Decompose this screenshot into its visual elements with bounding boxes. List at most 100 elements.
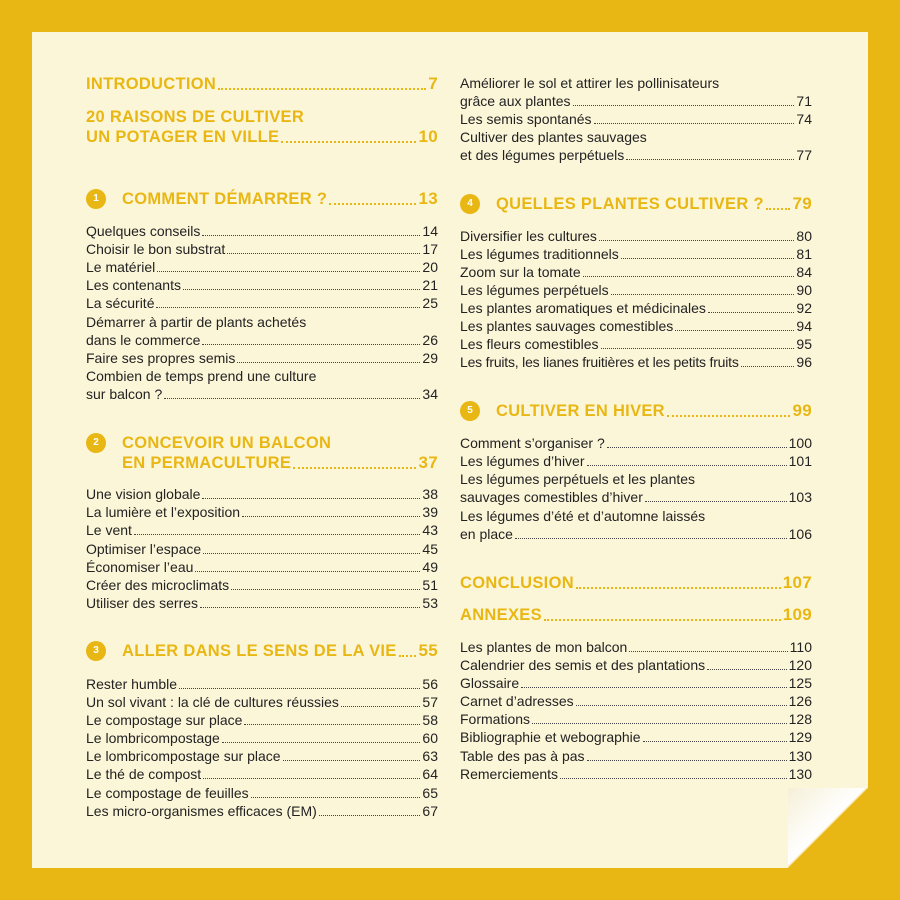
dot-leader bbox=[765, 208, 791, 210]
heading-title: ANNEXES bbox=[460, 606, 542, 624]
toc-entry[interactable]: Bibliographie et webographie 129 bbox=[460, 728, 812, 746]
toc-entry[interactable]: dans le commerce 26 bbox=[86, 331, 438, 349]
toc-entry[interactable]: Économiser l’eau 49 bbox=[86, 558, 438, 576]
toc-entry[interactable]: Créer des microclimats 51 bbox=[86, 576, 438, 594]
toc-entry-line1: Cultiver des plantes sauvages bbox=[460, 129, 647, 145]
toc-entry[interactable]: Une vision globale 38 bbox=[86, 485, 438, 503]
toc-entry[interactable]: et des légumes perpétuels 77 bbox=[460, 146, 812, 164]
dot-leader bbox=[203, 553, 421, 554]
toc-entry[interactable]: Le thé de compost 64 bbox=[86, 765, 438, 783]
toc-heading-raisons[interactable]: UN POTAGER EN VILLE 10 bbox=[86, 127, 438, 147]
dot-leader bbox=[218, 88, 427, 90]
toc-entry[interactable]: Remerciements 130 bbox=[460, 765, 812, 783]
chapter-heading[interactable]: QUELLES PLANTES CULTIVER ? 79 bbox=[496, 194, 812, 214]
toc-entry[interactable]: Un sol vivant : la clé de cultures réuss… bbox=[86, 693, 438, 711]
toc-entry[interactable]: Les légumes traditionnels 81 bbox=[460, 245, 812, 263]
toc-heading-introduction[interactable]: INTRODUCTION 7 bbox=[86, 74, 438, 94]
toc-entry[interactable]: Choisir le bon substrat 17 bbox=[86, 240, 438, 258]
toc-entry[interactable]: Le lombricompostage 60 bbox=[86, 729, 438, 747]
entry-title: Faire ses propres semis bbox=[86, 350, 236, 366]
chapter-heading[interactable]: EN PERMACULTURE 37 bbox=[122, 453, 438, 473]
chapter-number-badge: 3 bbox=[86, 641, 106, 661]
toc-entry[interactable]: Les plantes de mon balcon 110 bbox=[460, 638, 812, 656]
toc-entry[interactable]: La sécurité 25 bbox=[86, 294, 438, 312]
toc-entry[interactable]: Faire ses propres semis 29 bbox=[86, 349, 438, 367]
entry-page: 29 bbox=[422, 350, 438, 366]
toc-entry[interactable]: Les légumes d’hiver 101 bbox=[460, 452, 812, 470]
toc-entry[interactable]: Les contenants 21 bbox=[86, 276, 438, 294]
entry-title: Le vent bbox=[86, 522, 132, 538]
toc-entry[interactable]: Le matériel 20 bbox=[86, 258, 438, 276]
dot-leader bbox=[575, 587, 781, 589]
chapter-heading-line1: CONCEVOIR UN BALCON bbox=[122, 434, 332, 452]
toc-entry[interactable]: Rester humble 56 bbox=[86, 675, 438, 693]
toc-entry[interactable]: Carnet d’adresses 126 bbox=[460, 692, 812, 710]
toc-entry[interactable]: Les fruits, les lianes fruitières et les… bbox=[460, 353, 812, 371]
chapter-heading[interactable]: COMMENT DÉMARRER ? 13 bbox=[122, 189, 438, 209]
toc-entry[interactable]: Les plantes sauvages comestibles 94 bbox=[460, 317, 812, 335]
dot-leader bbox=[598, 240, 795, 241]
entry-title: Le compostage de feuilles bbox=[86, 785, 249, 801]
toc-entry[interactable]: Calendrier des semis et des plantations 1… bbox=[460, 656, 812, 674]
toc-entry[interactable]: Le compostage de feuilles 65 bbox=[86, 784, 438, 802]
toc-entry[interactable]: Les semis spontanés 74 bbox=[460, 110, 812, 128]
heading-page: 10 bbox=[418, 127, 438, 146]
page-curl-flap bbox=[788, 788, 868, 868]
toc-entry[interactable]: Quelques conseils 14 bbox=[86, 222, 438, 240]
entry-title: Zoom sur la tomate bbox=[460, 264, 581, 280]
chapter-heading[interactable]: ALLER DANS LE SENS DE LA VIE 55 bbox=[122, 641, 438, 661]
entry-page: 129 bbox=[788, 729, 812, 745]
entry-title: dans le commerce bbox=[86, 332, 201, 348]
dot-leader bbox=[626, 159, 795, 160]
entry-page: 26 bbox=[422, 332, 438, 348]
toc-entry[interactable]: Le lombricompostage sur place 63 bbox=[86, 747, 438, 765]
toc-entry[interactable]: Comment s’organiser ? 100 bbox=[460, 434, 812, 452]
entry-title: Économiser l’eau bbox=[86, 559, 194, 575]
toc-heading-annexes[interactable]: ANNEXES 109 bbox=[460, 605, 812, 625]
toc-entry[interactable]: Les légumes perpétuels 90 bbox=[460, 281, 812, 299]
entry-title: Les fleurs comestibles bbox=[460, 336, 599, 352]
entry-page: 125 bbox=[788, 675, 812, 691]
toc-entry[interactable]: Le compostage sur place 58 bbox=[86, 711, 438, 729]
toc-entry[interactable]: Les fleurs comestibles 95 bbox=[460, 335, 812, 353]
entry-page: 43 bbox=[422, 522, 438, 538]
dot-leader bbox=[610, 294, 795, 295]
heading-title: CONCLUSION bbox=[460, 574, 574, 592]
toc-entry[interactable]: Diversifier les cultures 80 bbox=[460, 227, 812, 245]
entry-title: Le lombricompostage bbox=[86, 730, 220, 746]
entry-page: 20 bbox=[422, 259, 438, 275]
toc-entry[interactable]: Les micro-organismes efficaces (EM) 67 bbox=[86, 802, 438, 820]
dot-leader bbox=[398, 655, 417, 657]
chapter-heading[interactable]: CULTIVER EN HIVER 99 bbox=[496, 401, 812, 421]
dot-leader bbox=[600, 348, 795, 349]
dot-leader bbox=[586, 760, 787, 761]
toc-entry[interactable]: Zoom sur la tomate 84 bbox=[460, 263, 812, 281]
dot-leader bbox=[203, 778, 421, 779]
entry-page: 57 bbox=[422, 694, 438, 710]
toc-entry[interactable]: sauvages comestibles d’hiver 103 bbox=[460, 488, 812, 506]
toc-entry[interactable]: sur balcon ? 34 bbox=[86, 385, 438, 403]
dot-leader bbox=[250, 797, 421, 798]
toc-entry[interactable]: Formations 128 bbox=[460, 710, 812, 728]
dot-leader bbox=[227, 253, 421, 254]
entry-page: 101 bbox=[788, 453, 812, 469]
dot-leader bbox=[575, 705, 787, 706]
entry-title: Les légumes perpétuels bbox=[460, 282, 609, 298]
entry-page: 110 bbox=[789, 639, 812, 655]
heading-page: 99 bbox=[792, 401, 812, 420]
toc-entry[interactable]: Les plantes aromatiques et médicinales 92 bbox=[460, 299, 812, 317]
toc-entry[interactable]: Table des pas à pas 130 bbox=[460, 747, 812, 765]
toc-entry[interactable]: Glossaire 125 bbox=[460, 674, 812, 692]
toc-entry[interactable]: La lumière et l’exposition 39 bbox=[86, 503, 438, 521]
toc-entry[interactable]: Le vent 43 bbox=[86, 521, 438, 539]
toc-entry[interactable]: en place 106 bbox=[460, 525, 812, 543]
toc-entry[interactable]: Utiliser des serres 53 bbox=[86, 594, 438, 612]
entry-title: en place bbox=[460, 526, 513, 542]
toc-entry[interactable]: Optimiser l’espace 45 bbox=[86, 540, 438, 558]
entry-page: 56 bbox=[422, 676, 438, 692]
dot-leader bbox=[231, 589, 421, 590]
entry-title: Calendrier des semis et des plantations bbox=[460, 657, 706, 673]
dot-leader bbox=[629, 651, 788, 652]
toc-heading-conclusion[interactable]: CONCLUSION 107 bbox=[460, 573, 812, 593]
toc-entry[interactable]: grâce aux plantes 71 bbox=[460, 92, 812, 110]
